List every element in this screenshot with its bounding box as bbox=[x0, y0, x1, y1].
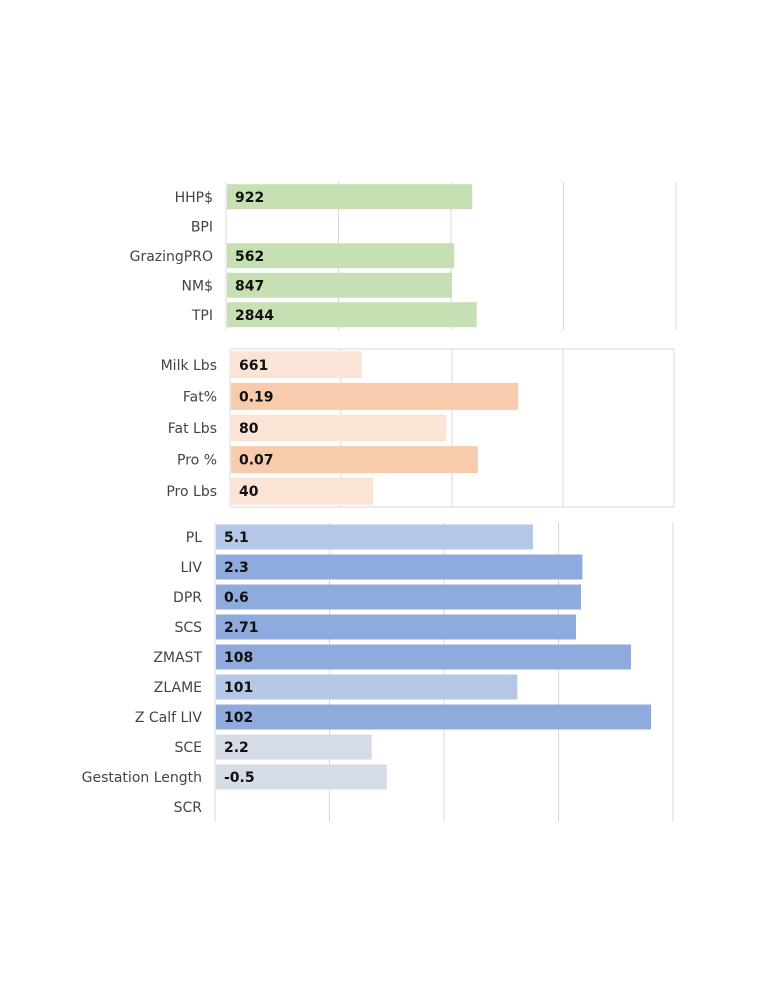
data-label: 922 bbox=[235, 190, 264, 206]
category-label: Fat Lbs bbox=[168, 421, 217, 437]
data-label: 2844 bbox=[235, 308, 274, 324]
bar-scs bbox=[216, 614, 576, 640]
data-label: 102 bbox=[224, 710, 253, 726]
category-label: Z Calf LIV bbox=[135, 710, 203, 726]
bar-zmast bbox=[216, 644, 631, 670]
category-label: DPR bbox=[173, 590, 202, 606]
category-label: Pro % bbox=[177, 453, 217, 469]
data-label: 2.3 bbox=[224, 560, 249, 576]
bar-fat-lbs bbox=[231, 414, 447, 442]
category-label: TPI bbox=[191, 308, 213, 324]
data-label: 0.19 bbox=[239, 389, 274, 405]
data-label: 40 bbox=[239, 484, 259, 500]
category-label: HHP$ bbox=[175, 190, 213, 206]
chart-panel-2: Milk Lbs 661 Fat% 0.19 Fat Lbs 80 Pro % 0.07 Pro… bbox=[161, 348, 675, 508]
category-label: SCR bbox=[174, 800, 203, 816]
data-label: 0.6 bbox=[224, 590, 249, 606]
data-label: 0.07 bbox=[239, 453, 274, 469]
data-label: 562 bbox=[235, 249, 264, 265]
category-label: ZLAME bbox=[154, 680, 202, 696]
data-label: 5.1 bbox=[224, 530, 249, 546]
bar-pro-lbs bbox=[231, 477, 374, 505]
data-label: 101 bbox=[224, 680, 253, 696]
category-label: SCS bbox=[174, 620, 202, 636]
bar-tpi bbox=[227, 302, 477, 328]
data-label: -0.5 bbox=[224, 770, 255, 786]
chart-panel-1: HHP$ 922 BPI GrazingPRO 562 NM$ 847 TPI 2844 bbox=[130, 182, 677, 330]
bar-nm- bbox=[227, 272, 452, 298]
bar-pl bbox=[216, 524, 533, 550]
category-label: Pro Lbs bbox=[166, 484, 217, 500]
bar-milk-lbs bbox=[231, 351, 362, 379]
category-label: SCE bbox=[174, 740, 202, 756]
data-label: 108 bbox=[224, 650, 253, 666]
category-label: Gestation Length bbox=[82, 770, 202, 786]
data-label: 661 bbox=[239, 358, 268, 374]
bar-gestation-length bbox=[216, 764, 387, 790]
category-label: Fat% bbox=[183, 389, 217, 405]
data-label: 2.71 bbox=[224, 620, 259, 636]
category-label: LIV bbox=[180, 560, 202, 576]
chart-panel-3: PL 5.1 LIV 2.3 DPR 0.6 SCS 2.71 ZMAST 108 ZLAME 101… bbox=[82, 522, 674, 822]
bar-grazingpro bbox=[227, 243, 455, 269]
data-label: 2.2 bbox=[224, 740, 249, 756]
data-label: 847 bbox=[235, 278, 264, 294]
category-label: PL bbox=[186, 530, 202, 546]
bar-dpr bbox=[216, 584, 582, 610]
category-label: BPI bbox=[191, 219, 213, 235]
bar-z-calf-liv bbox=[216, 704, 652, 730]
bar-liv bbox=[216, 554, 583, 580]
data-label: 80 bbox=[239, 421, 259, 437]
category-label: ZMAST bbox=[153, 650, 202, 666]
bar-sce bbox=[216, 734, 372, 760]
category-label: GrazingPRO bbox=[130, 249, 213, 265]
bar-zlame bbox=[216, 674, 518, 700]
bar-hhp- bbox=[227, 184, 473, 210]
bar-pro- bbox=[231, 446, 478, 474]
bar-fat- bbox=[231, 382, 519, 410]
category-label: NM$ bbox=[182, 278, 213, 294]
category-label: Milk Lbs bbox=[161, 358, 217, 374]
